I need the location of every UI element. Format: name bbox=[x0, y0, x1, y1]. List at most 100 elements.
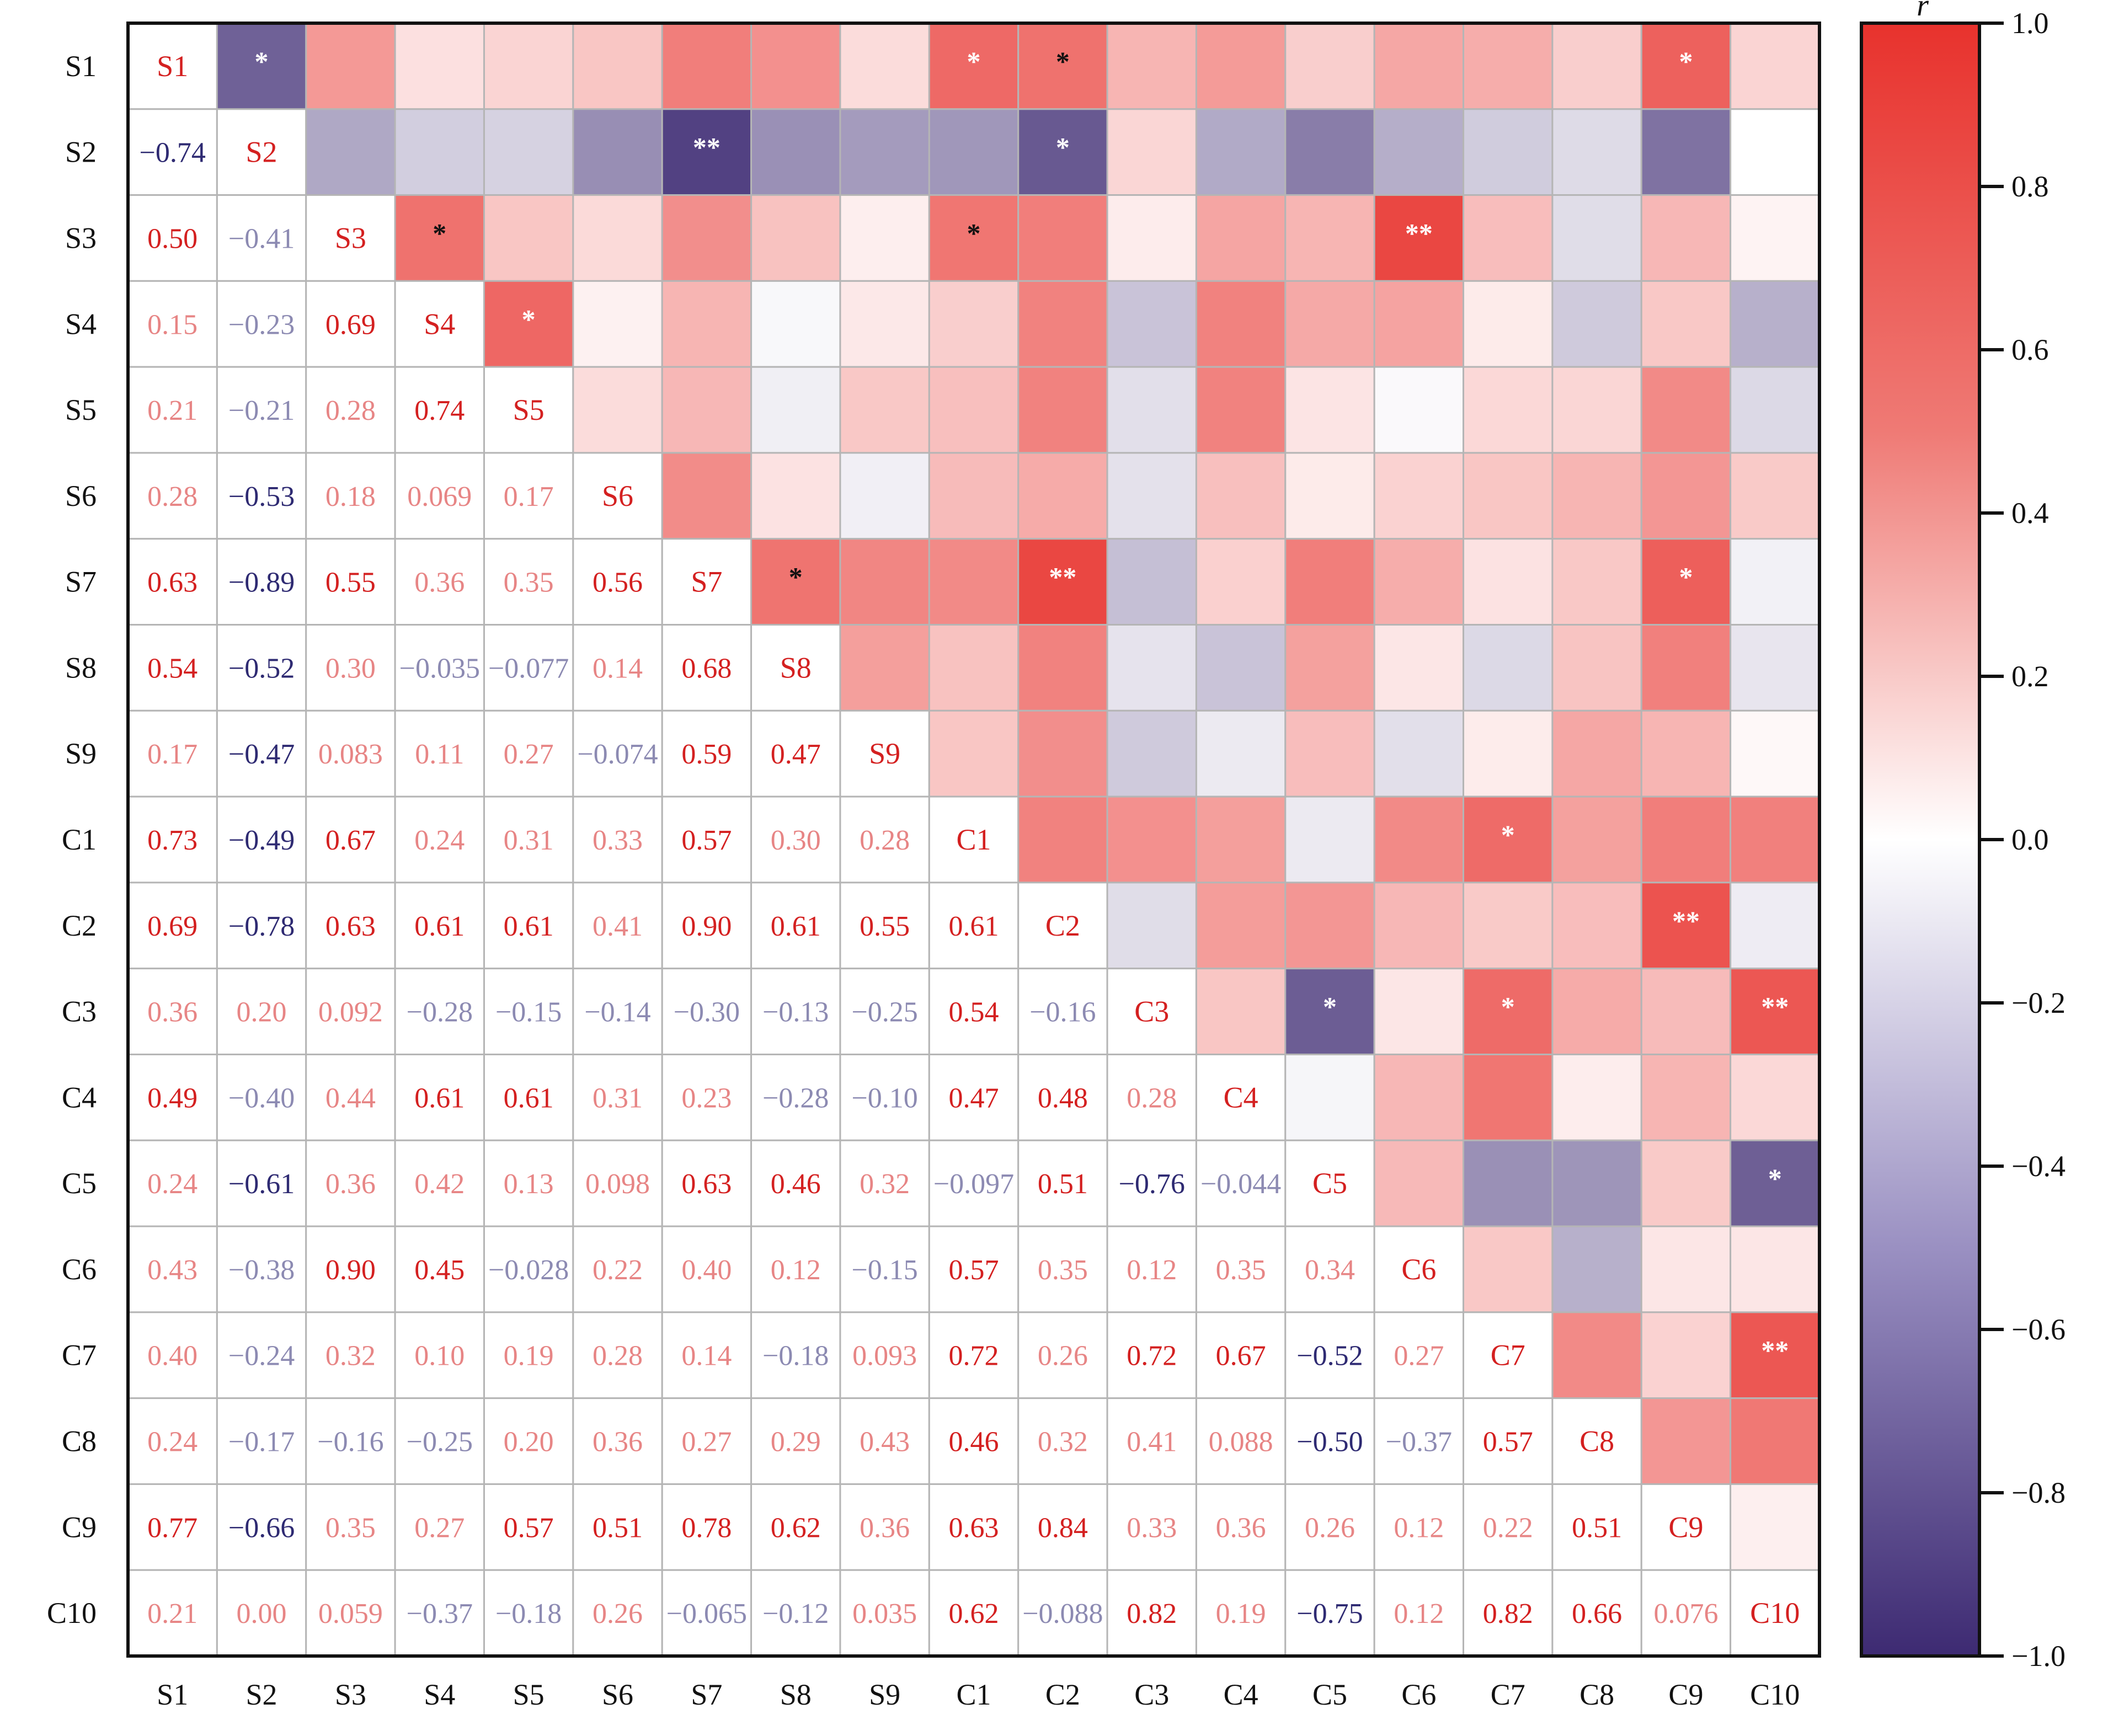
correlation-value-label: 0.74 bbox=[414, 395, 465, 426]
correlation-value-label: −0.088 bbox=[1022, 1598, 1103, 1630]
diagonal-label: C9 bbox=[1668, 1510, 1703, 1543]
column-label: C10 bbox=[1750, 1678, 1800, 1711]
heatmap-cell bbox=[750, 538, 841, 626]
heatmap-cell bbox=[572, 366, 663, 454]
correlation-value-label: −0.25 bbox=[851, 997, 917, 1028]
heatmap-cell bbox=[1730, 1053, 1821, 1141]
heatmap-cell bbox=[1463, 22, 1554, 110]
heatmap-cell bbox=[661, 280, 753, 368]
correlation-value-label: −0.12 bbox=[762, 1598, 829, 1630]
correlation-value-label: −0.52 bbox=[1296, 1340, 1363, 1372]
heatmap-cell bbox=[1017, 1053, 1108, 1141]
heatmap-cell bbox=[1640, 1311, 1732, 1400]
correlation-value-label: 0.57 bbox=[504, 1512, 554, 1543]
heatmap-cell bbox=[483, 22, 574, 110]
heatmap-cell bbox=[1373, 1569, 1465, 1657]
significance-marker: ** bbox=[693, 132, 721, 163]
correlation-value-label: 0.076 bbox=[1653, 1598, 1718, 1630]
correlation-value-label: 0.63 bbox=[949, 1512, 999, 1543]
correlation-value-label: 0.78 bbox=[681, 1512, 732, 1543]
heatmap-cell bbox=[305, 1311, 396, 1400]
heatmap-cell bbox=[750, 1397, 841, 1485]
correlation-value-label: −0.035 bbox=[399, 653, 480, 684]
correlation-value-label: 0.42 bbox=[414, 1168, 465, 1200]
heatmap-cell bbox=[1106, 1397, 1197, 1485]
correlation-value-label: 0.12 bbox=[771, 1254, 821, 1286]
colorbar-tick-label: 0.4 bbox=[2011, 496, 2049, 530]
heatmap-cell bbox=[1640, 366, 1732, 454]
heatmap-cell bbox=[1106, 968, 1197, 1055]
heatmap-cell bbox=[1017, 624, 1108, 712]
correlation-value-label: 0.069 bbox=[407, 481, 472, 512]
heatmap-cell bbox=[1284, 624, 1375, 712]
heatmap-cell bbox=[1463, 709, 1554, 798]
correlation-value-label: −0.37 bbox=[407, 1598, 473, 1630]
heatmap-cell bbox=[1463, 1053, 1554, 1141]
correlation-value-label: 0.41 bbox=[593, 911, 643, 942]
heatmap-cell bbox=[483, 1139, 574, 1227]
heatmap-cell bbox=[1640, 1053, 1732, 1141]
correlation-value-label: 0.035 bbox=[852, 1598, 917, 1630]
correlation-value-label: 0.17 bbox=[147, 739, 198, 770]
heatmap-cell bbox=[1551, 452, 1642, 540]
correlation-value-label: 0.27 bbox=[1394, 1340, 1444, 1372]
heatmap-cell bbox=[483, 795, 574, 884]
correlation-value-label: 0.18 bbox=[325, 481, 376, 512]
heatmap-cell bbox=[1730, 1569, 1821, 1657]
heatmap-cell bbox=[305, 882, 396, 970]
correlation-value-label: 0.15 bbox=[147, 309, 198, 340]
correlation-value-label: 0.36 bbox=[147, 997, 198, 1028]
heatmap-cell bbox=[1730, 452, 1821, 540]
correlation-value-label: 0.54 bbox=[949, 997, 999, 1028]
heatmap-cell bbox=[572, 624, 663, 712]
heatmap-cell bbox=[1551, 1311, 1642, 1400]
significance-marker: * bbox=[1501, 819, 1515, 850]
correlation-value-label: 0.31 bbox=[504, 825, 554, 856]
colorbar-tick-label: 1.0 bbox=[2011, 7, 2049, 40]
heatmap-cell bbox=[1551, 709, 1642, 798]
correlation-value-label: 0.61 bbox=[414, 911, 465, 942]
row-label: S2 bbox=[65, 136, 97, 169]
heatmap-cell bbox=[1373, 538, 1465, 626]
heatmap-cell bbox=[1551, 1139, 1642, 1227]
correlation-value-label: 0.45 bbox=[414, 1254, 465, 1286]
heatmap-cell bbox=[839, 280, 930, 368]
diagonal-label: C2 bbox=[1045, 909, 1080, 942]
correlation-value-label: 0.28 bbox=[593, 1340, 643, 1372]
heatmap-cell bbox=[1017, 280, 1108, 368]
correlation-value-label: 0.30 bbox=[771, 825, 821, 856]
heatmap-cell bbox=[1284, 1397, 1375, 1485]
row-label: C1 bbox=[62, 823, 97, 856]
heatmap-cell bbox=[1284, 538, 1375, 626]
correlation-value-label: −0.30 bbox=[674, 997, 740, 1028]
heatmap-cell bbox=[1017, 366, 1108, 454]
heatmap-cell bbox=[305, 1225, 396, 1313]
heatmap-cell bbox=[1640, 280, 1732, 368]
heatmap-cell bbox=[394, 1483, 485, 1571]
heatmap-cell bbox=[1017, 452, 1108, 540]
correlation-value-label: 0.62 bbox=[771, 1512, 821, 1543]
heatmap-cell bbox=[1463, 108, 1554, 196]
heatmap-cell bbox=[394, 1397, 485, 1485]
heatmap-cell bbox=[483, 366, 574, 454]
heatmap-cell bbox=[1730, 795, 1821, 884]
correlation-value-label: 0.28 bbox=[860, 825, 910, 856]
row-label: C5 bbox=[62, 1167, 97, 1200]
correlation-value-label: 0.36 bbox=[325, 1168, 376, 1200]
correlation-value-label: 0.46 bbox=[949, 1427, 999, 1458]
heatmap-cell bbox=[1195, 22, 1287, 110]
correlation-value-label: 0.43 bbox=[860, 1427, 910, 1458]
correlation-value-label: 0.69 bbox=[325, 309, 376, 340]
correlation-value-label: −0.074 bbox=[577, 739, 658, 770]
heatmap-cell bbox=[928, 452, 1020, 540]
diagonal-label: S7 bbox=[691, 565, 722, 599]
heatmap-cell bbox=[1730, 538, 1821, 626]
heatmap-cell bbox=[1730, 22, 1821, 110]
heatmap-cell bbox=[839, 1569, 930, 1657]
heatmap-cell bbox=[1017, 1139, 1108, 1227]
correlation-value-label: 0.31 bbox=[593, 1082, 643, 1114]
heatmap-cell bbox=[1463, 194, 1554, 282]
diagonal-label: S2 bbox=[246, 136, 277, 169]
correlation-value-label: −0.41 bbox=[228, 223, 295, 254]
heatmap-cell bbox=[127, 194, 218, 282]
